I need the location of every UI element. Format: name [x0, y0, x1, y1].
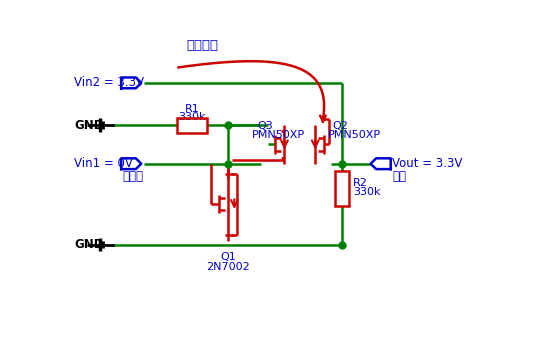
Text: 330k: 330k — [178, 112, 206, 122]
Text: Q2: Q2 — [332, 121, 348, 131]
Text: R2: R2 — [353, 178, 368, 187]
Text: 外部电源: 外部电源 — [186, 39, 218, 52]
Text: GND: GND — [74, 119, 104, 132]
Text: PMN50XP: PMN50XP — [252, 130, 305, 140]
Bar — [335, 171, 349, 206]
Text: Vin1 = 0V: Vin1 = 0V — [74, 157, 133, 170]
Text: Q3: Q3 — [257, 121, 273, 131]
Text: R1: R1 — [185, 105, 199, 115]
Text: PMN50XP: PMN50XP — [327, 130, 381, 140]
Text: 2N7002: 2N7002 — [206, 261, 250, 271]
Text: 330k: 330k — [353, 187, 380, 197]
Text: Vout = 3.3V: Vout = 3.3V — [392, 157, 463, 170]
Text: Q1: Q1 — [220, 252, 236, 262]
Bar — [177, 118, 208, 133]
Text: 输出: 输出 — [392, 170, 406, 183]
Text: Vin2 = 3.3V: Vin2 = 3.3V — [74, 76, 144, 89]
Text: 主电源: 主电源 — [123, 170, 144, 183]
Text: GND: GND — [74, 238, 104, 251]
